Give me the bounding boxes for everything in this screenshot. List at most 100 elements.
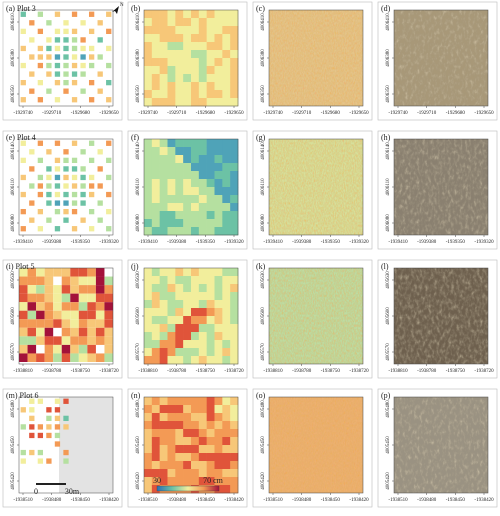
heat-cell bbox=[144, 203, 153, 212]
heat-cell bbox=[167, 324, 176, 333]
plot-cell bbox=[46, 37, 52, 43]
x-tick-label: -1938480 bbox=[42, 498, 62, 503]
heat-cell bbox=[198, 340, 207, 349]
heat-cell bbox=[191, 18, 200, 27]
panel-frame bbox=[127, 1, 248, 121]
panel-frame bbox=[2, 1, 123, 121]
heat-cell bbox=[198, 356, 207, 365]
heat-cell bbox=[206, 74, 215, 83]
plot-cell bbox=[63, 54, 69, 60]
heat-cell bbox=[214, 437, 223, 446]
plot-cell bbox=[20, 140, 26, 146]
plot-cell bbox=[46, 62, 52, 69]
heat-cell bbox=[206, 155, 215, 164]
plot-cell bbox=[71, 140, 78, 146]
heat-cell bbox=[151, 268, 160, 277]
heat-cell bbox=[175, 413, 184, 422]
x-tick-label: -1939350 bbox=[446, 240, 466, 245]
plot-cell bbox=[80, 217, 86, 223]
heat-cell bbox=[206, 26, 215, 35]
heat-cell bbox=[183, 437, 192, 446]
x-tick-label: -1938480 bbox=[417, 498, 437, 503]
heat-cell bbox=[206, 42, 215, 51]
heat-cell bbox=[191, 171, 200, 180]
heat-cell bbox=[191, 10, 200, 19]
heat-cell bbox=[167, 316, 176, 325]
heat-cell bbox=[222, 453, 231, 462]
heat-cell bbox=[191, 437, 200, 446]
heat-cell bbox=[214, 211, 223, 220]
panel-frame bbox=[252, 1, 373, 121]
heat-cell bbox=[222, 50, 231, 59]
heat-cell bbox=[191, 284, 200, 293]
heat-cell bbox=[159, 445, 168, 454]
heat-cell bbox=[167, 179, 176, 188]
plot-cell bbox=[104, 285, 113, 294]
y-tick-label: 4005570 bbox=[261, 343, 266, 361]
x-tick-label: -1939410 bbox=[13, 240, 33, 245]
heat-cell bbox=[159, 405, 168, 414]
plot-cell bbox=[36, 293, 45, 303]
plot-cell bbox=[54, 200, 61, 206]
x-tick-label: -1929710 bbox=[167, 111, 187, 116]
heat-cell bbox=[175, 171, 184, 180]
heat-cell bbox=[222, 163, 231, 172]
heat-cell bbox=[222, 268, 231, 277]
plot-cell bbox=[63, 71, 69, 77]
heat-cell bbox=[183, 50, 192, 59]
heat-cell bbox=[222, 195, 231, 204]
heat-cell bbox=[144, 34, 153, 43]
x-tick-label: -1938810 bbox=[263, 369, 283, 374]
heat-cell bbox=[159, 155, 168, 164]
heat-cell bbox=[198, 74, 207, 83]
plot-cell bbox=[88, 208, 95, 215]
plot-cell bbox=[46, 71, 52, 77]
x-tick-label: -1938420 bbox=[349, 498, 369, 503]
heat-cell bbox=[151, 405, 160, 414]
heat-cell bbox=[151, 316, 160, 325]
heat-cell bbox=[198, 42, 207, 51]
heat-cell bbox=[222, 211, 231, 220]
map-image bbox=[20, 11, 112, 103]
x-tick-label: -1939410 bbox=[388, 240, 408, 245]
heat-cell bbox=[222, 98, 231, 107]
plot-cell bbox=[54, 166, 61, 172]
plot-cell bbox=[37, 424, 44, 430]
heat-cell bbox=[198, 292, 207, 301]
plot-cell bbox=[36, 353, 45, 362]
x-tick-label: -1939410 bbox=[138, 240, 158, 245]
plot-cell bbox=[19, 268, 28, 277]
y-tick-label: 4006140 bbox=[261, 142, 266, 160]
heat-cell bbox=[214, 324, 223, 333]
plot-cell bbox=[106, 97, 112, 103]
heat-cell bbox=[222, 227, 231, 236]
plot-cell bbox=[61, 344, 71, 354]
plot-cell bbox=[106, 208, 112, 215]
heat-cell bbox=[159, 18, 168, 27]
heat-cell bbox=[183, 42, 192, 51]
heat-cell bbox=[230, 276, 239, 285]
plot-cell bbox=[19, 310, 28, 320]
y-tick-label: 4005600 bbox=[136, 307, 141, 325]
heat-cell bbox=[191, 58, 200, 67]
plot-cell bbox=[70, 293, 79, 303]
heat-cell bbox=[222, 90, 231, 99]
heat-cell bbox=[159, 74, 168, 83]
heat-cell bbox=[191, 413, 200, 422]
x-tick-label: -1938420 bbox=[224, 498, 244, 503]
y-tick-label: 4005480 bbox=[261, 400, 266, 418]
heat-cell bbox=[175, 477, 184, 486]
heat-cell bbox=[159, 211, 168, 220]
plot-cell bbox=[27, 353, 37, 362]
heat-cell bbox=[167, 453, 176, 462]
heat-cell bbox=[167, 139, 176, 148]
plot-cell bbox=[63, 183, 69, 189]
plot-cell bbox=[20, 45, 26, 52]
heat-cell bbox=[191, 82, 200, 91]
x-tick-label: -1938420 bbox=[99, 498, 119, 503]
heat-cell bbox=[206, 147, 215, 156]
heat-cell bbox=[183, 171, 192, 180]
heat-cell bbox=[198, 300, 207, 309]
x-tick-label: -1929740 bbox=[13, 111, 33, 116]
heat-cell bbox=[167, 98, 176, 107]
